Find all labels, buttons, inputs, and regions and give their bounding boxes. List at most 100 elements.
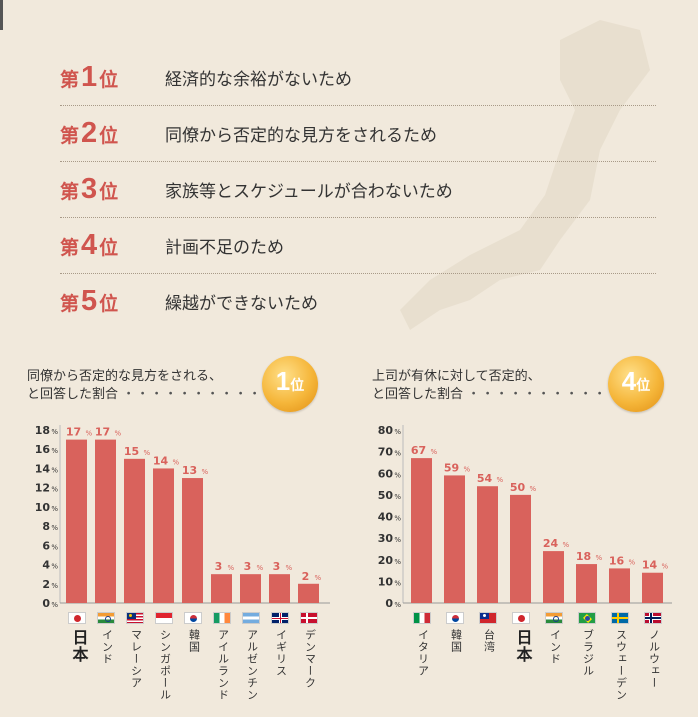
right-chart-y-tick-unit: % bbox=[394, 579, 401, 587]
right-chart-y-tick-label: 30 bbox=[378, 532, 394, 545]
right-chart-bar bbox=[642, 572, 663, 603]
left-chart-category-label: デンマーク bbox=[303, 629, 317, 689]
rank-reason-text: 繰越ができないため bbox=[165, 294, 318, 314]
left-chart-bar-value-label: 17 bbox=[66, 426, 81, 439]
flag-brazil-icon bbox=[577, 612, 596, 624]
flag-taiwan-icon bbox=[478, 612, 497, 624]
left-chart-bar bbox=[298, 583, 319, 603]
right-chart-y-tick-unit: % bbox=[394, 536, 401, 544]
left-chart-bar-value-unit: % bbox=[315, 574, 322, 582]
left-chart-y-tick-label: 6 bbox=[42, 539, 50, 552]
left-chart-y-tick-unit: % bbox=[51, 447, 58, 455]
left-chart-bar bbox=[153, 468, 174, 603]
left-chart-category-label: 韓国 bbox=[187, 629, 201, 653]
right-chart-bar bbox=[477, 486, 498, 603]
left-chart-category-label: イギリス bbox=[274, 629, 288, 677]
rank-prefix: 第 bbox=[60, 237, 80, 259]
flag-singapore-icon bbox=[154, 612, 173, 624]
right-chart-y-tick-unit: % bbox=[394, 493, 401, 501]
medal-suffix: 位 bbox=[290, 378, 305, 394]
left-chart-category-label: アイルランド bbox=[216, 629, 230, 701]
left-chart-bar-value-label: 3 bbox=[215, 560, 223, 573]
right-heading-dots: ・・・・・・・・・・・・・ bbox=[467, 387, 650, 402]
right-chart-y-tick-label: 40 bbox=[378, 511, 394, 524]
flag-japan-icon bbox=[511, 612, 530, 624]
left-chart-y-tick-label: 2 bbox=[42, 578, 50, 591]
medal-number: 4 bbox=[621, 366, 637, 396]
rank-suffix: 位 bbox=[99, 181, 119, 203]
rank-reason-text: 家族等とスケジュールが合わないため bbox=[165, 182, 453, 202]
right-chart-y-tick-unit: % bbox=[394, 450, 401, 458]
left-chart-bar-value-unit: % bbox=[228, 564, 235, 572]
medal-number: 1 bbox=[275, 366, 291, 396]
right-chart-bar bbox=[411, 458, 432, 603]
left-chart-bar bbox=[211, 574, 232, 603]
left-chart-bar bbox=[182, 478, 203, 603]
rank-reason-text: 経済的な余裕がないため bbox=[165, 70, 352, 90]
right-chart-bar bbox=[510, 494, 531, 603]
left-chart-y-tick-label: 4 bbox=[42, 559, 50, 572]
left-chart-bar-value-unit: % bbox=[115, 430, 122, 438]
left-chart-bar-value-label: 3 bbox=[244, 560, 252, 573]
right-chart-category-label: ノルウェー bbox=[647, 629, 661, 689]
right-chart-y-tick-unit: % bbox=[394, 471, 401, 479]
rank-prefix: 第 bbox=[60, 125, 80, 147]
right-chart-bar-value-label: 59 bbox=[444, 461, 459, 474]
left-chart-bar-value-label: 3 bbox=[273, 560, 281, 573]
rank-number: 1 bbox=[81, 61, 98, 93]
right-chart-category-label: イタリア bbox=[416, 629, 430, 677]
left-chart-y-tick-label: 0 bbox=[42, 597, 50, 610]
left-chart-y-tick-unit: % bbox=[51, 466, 58, 474]
right-heading-line2: と回答した割合 bbox=[372, 387, 464, 402]
right-chart-bar bbox=[444, 475, 465, 603]
right-chart-y-tick-label: 60 bbox=[378, 467, 394, 480]
left-chart-bar-value-unit: % bbox=[202, 468, 209, 476]
left-chart-bar-value-label: 15 bbox=[124, 445, 139, 458]
right-chart-bar-value-label: 67 bbox=[411, 444, 426, 457]
right-chart-category-label: インド bbox=[548, 629, 562, 665]
flag-sweden-icon bbox=[610, 612, 629, 624]
left-chart-y-tick-label: 16 bbox=[35, 443, 51, 456]
flag-korea-icon bbox=[445, 612, 464, 624]
right-chart-bar-value-label: 54 bbox=[477, 472, 493, 485]
left-chart-y-tick-unit: % bbox=[51, 428, 58, 436]
right-chart-y-tick-unit: % bbox=[394, 601, 401, 609]
left-chart-bar-value-label: 13 bbox=[182, 464, 197, 477]
rank-reason-text: 計画不足のため bbox=[165, 238, 284, 258]
rank-prefix: 第 bbox=[60, 181, 80, 203]
right-chart-category-label: 台湾 bbox=[482, 629, 496, 653]
rank-number: 3 bbox=[81, 173, 98, 205]
flag-italy-icon bbox=[412, 612, 431, 624]
right-chart-bar-value-label: 50 bbox=[510, 481, 526, 494]
left-heading-line2: と回答した割合 bbox=[27, 387, 119, 402]
flag-ireland-icon bbox=[212, 612, 231, 624]
right-chart-y-tick-label: 50 bbox=[378, 489, 394, 502]
right-chart-bar-value-unit: % bbox=[530, 485, 537, 493]
flag-argentina-icon bbox=[241, 612, 260, 624]
right-heading-line1: 上司が有休に対して否定的、 bbox=[372, 369, 541, 384]
flag-denmark-icon bbox=[299, 612, 318, 624]
left-chart-y-tick-unit: % bbox=[51, 563, 58, 571]
flag-japan-icon bbox=[67, 612, 86, 624]
right-chart-bar-value-unit: % bbox=[596, 554, 603, 562]
flag-norway-icon bbox=[643, 612, 662, 624]
rank-prefix: 第 bbox=[60, 293, 80, 315]
rank-suffix: 位 bbox=[99, 237, 119, 259]
right-chart-bar-value-unit: % bbox=[629, 558, 636, 566]
left-chart-y-tick-label: 8 bbox=[42, 520, 50, 533]
right-chart-y-tick-unit: % bbox=[394, 558, 401, 566]
left-chart-bar-value-unit: % bbox=[257, 564, 264, 572]
right-chart-y-tick-label: 10 bbox=[378, 575, 394, 588]
left-chart-category-label: マレーシア bbox=[129, 629, 143, 689]
japan-map-silhouette bbox=[400, 20, 650, 330]
right-chart-bar-value-label: 16 bbox=[609, 554, 625, 567]
left-chart-y-tick-label: 14 bbox=[35, 462, 51, 475]
left-chart-bar-value-label: 2 bbox=[302, 570, 310, 583]
